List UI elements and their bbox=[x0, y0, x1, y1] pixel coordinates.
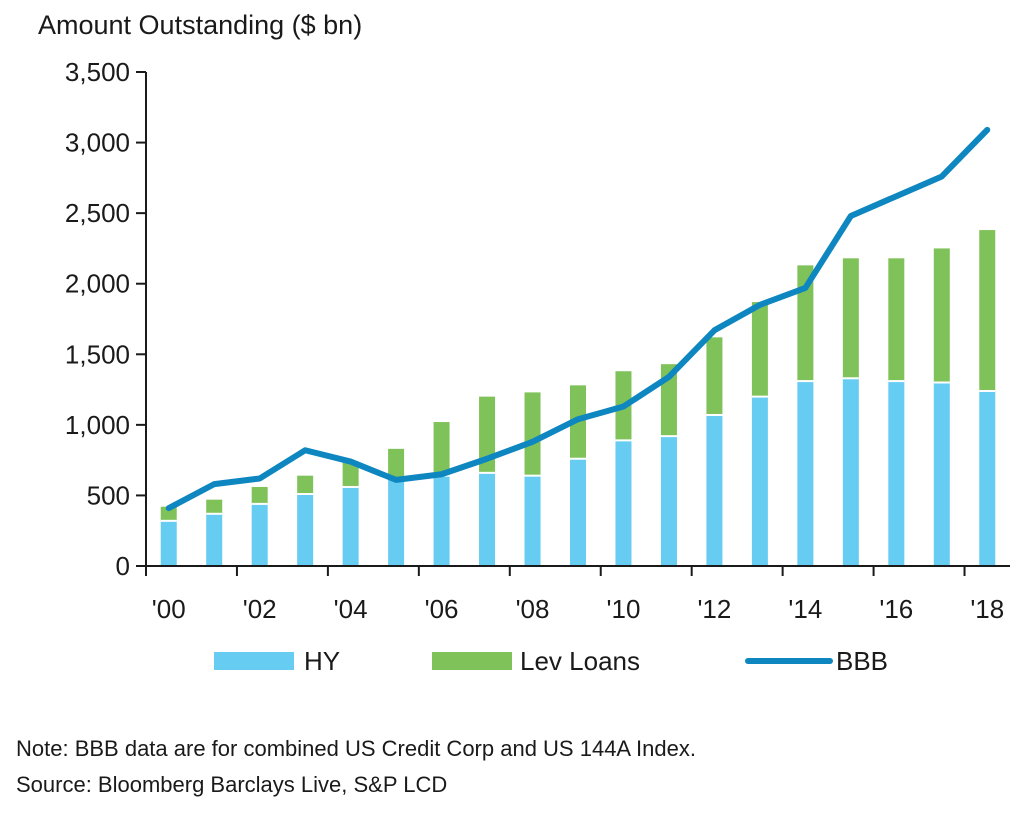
x-tick-label: '10 bbox=[607, 594, 641, 624]
y-tick-label: 3,500 bbox=[65, 57, 130, 87]
bar-hy bbox=[297, 494, 314, 566]
x-tick-label: '12 bbox=[697, 594, 731, 624]
source-text: Source: Bloomberg Barclays Live, S&P LCD bbox=[16, 772, 448, 797]
line-bbb bbox=[165, 126, 991, 512]
legend-swatch-hy bbox=[214, 652, 294, 670]
y-tick-label: 500 bbox=[87, 480, 130, 510]
bar-separator bbox=[297, 493, 314, 496]
bar-separator bbox=[479, 471, 496, 474]
bar-lev-loans bbox=[933, 248, 950, 383]
bar-lev-loans bbox=[160, 506, 177, 521]
x-tick-label: '06 bbox=[425, 594, 459, 624]
x-tick-label: '02 bbox=[243, 594, 277, 624]
y-tick-label: 1,000 bbox=[65, 410, 130, 440]
bar-separator bbox=[979, 389, 996, 392]
bar-hy bbox=[251, 503, 268, 566]
bar-lev-loans bbox=[888, 258, 905, 382]
bar-separator bbox=[660, 435, 677, 438]
bar-hy bbox=[433, 475, 450, 566]
bar-separator bbox=[933, 381, 950, 384]
bar-hy bbox=[933, 382, 950, 566]
bar-lev-loans bbox=[524, 392, 541, 476]
bar-hy bbox=[660, 436, 677, 566]
bar-lev-loans bbox=[251, 486, 268, 504]
bar-hy bbox=[751, 396, 768, 566]
bar-separator bbox=[706, 413, 723, 416]
bar-lev-loans bbox=[433, 422, 450, 476]
bar-separator bbox=[251, 502, 268, 505]
bar-separator bbox=[524, 474, 541, 477]
x-tick-label: '14 bbox=[788, 594, 822, 624]
bar-hy bbox=[160, 520, 177, 566]
legend-label-bbb: BBB bbox=[836, 646, 888, 676]
legend-label-lev-loans: Lev Loans bbox=[520, 646, 640, 676]
bar-separator bbox=[570, 457, 586, 460]
y-tick-label: 2,500 bbox=[65, 198, 130, 228]
bar-lev-loans bbox=[751, 302, 768, 397]
bar-hy bbox=[206, 513, 223, 566]
bar-hy bbox=[570, 458, 586, 566]
legend-label-hy: HY bbox=[304, 646, 340, 676]
bar-lev-loans bbox=[479, 396, 496, 473]
y-tick-label: 0 bbox=[116, 551, 130, 581]
x-tick-label: '04 bbox=[334, 594, 368, 624]
x-tick-label: '18 bbox=[970, 594, 1004, 624]
bar-separator bbox=[797, 380, 814, 383]
bar-lev-loans bbox=[342, 461, 359, 487]
bar-hy bbox=[706, 414, 723, 566]
bar-lev-loans bbox=[797, 265, 814, 382]
y-axis-title: Amount Outstanding ($ bn) bbox=[38, 10, 363, 40]
bar-separator bbox=[342, 485, 359, 488]
bar-lev-loans bbox=[297, 475, 314, 495]
x-tick-label: '00 bbox=[152, 594, 186, 624]
bar-lev-loans bbox=[206, 499, 223, 514]
chart: 0 500 1,000 1,500 2,000 2,500 3,000 3,500 '00 '02… bbox=[65, 57, 1010, 676]
x-tick-label: '08 bbox=[516, 594, 550, 624]
bar-hy bbox=[524, 475, 541, 566]
bar-hy bbox=[888, 381, 905, 566]
bar-hy bbox=[342, 486, 359, 566]
y-tick-label: 2,000 bbox=[65, 269, 130, 299]
bar-lev-loans bbox=[388, 448, 405, 479]
bar-hy bbox=[615, 440, 632, 566]
y-tick-label: 1,500 bbox=[65, 339, 130, 369]
bar-hy bbox=[388, 478, 405, 566]
x-tick-label: '16 bbox=[879, 594, 913, 624]
note-text: Note: BBB data are for combined US Credi… bbox=[16, 736, 696, 761]
bar-hy bbox=[979, 390, 996, 566]
bar-lev-loans bbox=[842, 258, 859, 379]
legend-swatch-lev-loans bbox=[432, 652, 512, 670]
bar-separator bbox=[160, 519, 177, 522]
bar-separator bbox=[206, 512, 223, 515]
bar-separator bbox=[751, 395, 768, 398]
bar-separator bbox=[615, 439, 632, 442]
bar-hy bbox=[842, 378, 859, 566]
bar-hy bbox=[797, 381, 814, 566]
bar-lev-loans bbox=[706, 337, 723, 415]
bar-separator bbox=[888, 380, 905, 383]
bar-separator bbox=[842, 377, 859, 380]
bar-hy bbox=[479, 472, 496, 566]
bar-lev-loans bbox=[979, 230, 996, 391]
y-tick-label: 3,000 bbox=[65, 128, 130, 158]
